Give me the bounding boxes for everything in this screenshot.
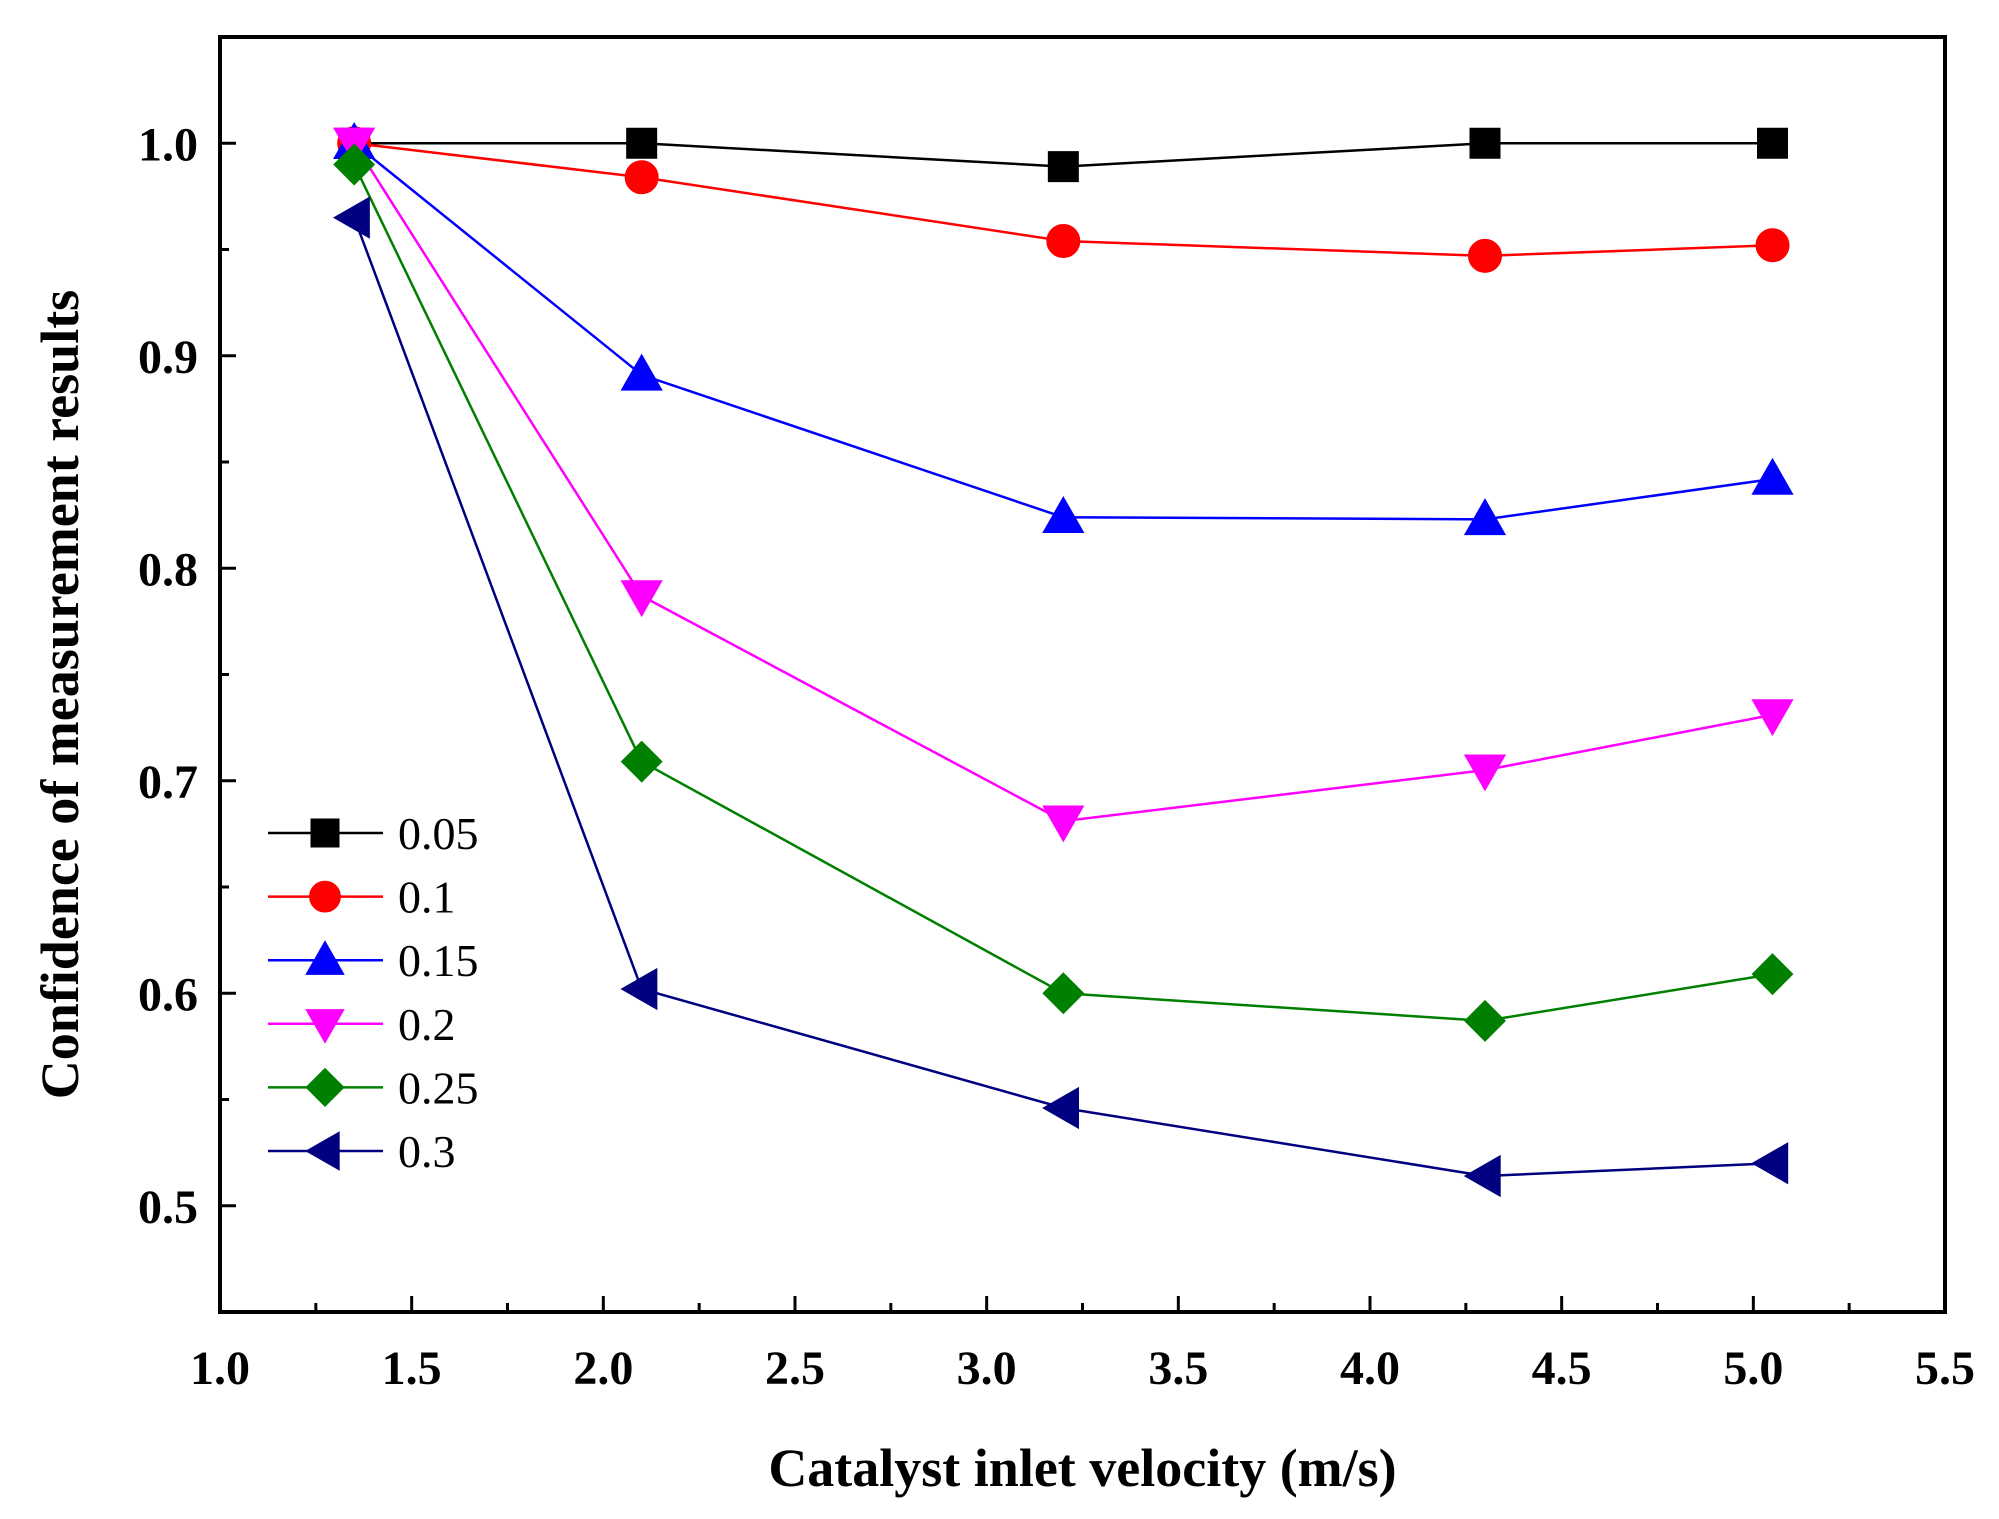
data-point-triangle-down	[1463, 754, 1507, 792]
series-line	[353, 163, 1773, 1023]
legend-item: 0.3	[268, 1126, 456, 1177]
series-0.25	[333, 143, 1794, 1042]
data-point-triangle-up	[620, 353, 663, 391]
plot-frame	[218, 35, 1947, 1314]
y-tick-label: 0.9	[138, 331, 198, 384]
x-axis-title: Catalyst inlet velocity (m/s)	[768, 1438, 1396, 1498]
data-point-circle	[1468, 238, 1502, 273]
data-point-triangle-left	[332, 196, 370, 239]
data-point-square	[626, 127, 658, 159]
legend-item: 0.05	[268, 808, 479, 859]
x-tick-label: 1.5	[382, 1342, 442, 1395]
series-line	[353, 142, 1773, 521]
data-point-square	[1469, 127, 1501, 159]
x-tick-label: 3.0	[957, 1342, 1017, 1395]
legend-marker-triangle-up	[305, 940, 345, 975]
series-0.1	[337, 126, 1790, 273]
series-0.15	[333, 121, 1794, 536]
legend-marker-diamond	[305, 1067, 345, 1108]
y-tick-label: 0.6	[138, 968, 198, 1021]
x-tick-label: 2.5	[765, 1342, 825, 1395]
x-tick-label: 4.5	[1532, 1342, 1592, 1395]
data-point-diamond	[1751, 953, 1794, 996]
data-point-square	[1047, 151, 1079, 183]
legend-label: 0.1	[398, 872, 456, 923]
data-point-diamond	[1042, 972, 1085, 1015]
legend-item: 0.25	[268, 1062, 479, 1113]
data-point-square	[1757, 127, 1788, 159]
data-point-circle	[624, 160, 659, 195]
series-0.2	[333, 127, 1794, 843]
legend-item: 0.15	[268, 935, 479, 986]
y-tick-label: 0.7	[138, 756, 198, 809]
y-tick-label: 0.8	[138, 543, 198, 596]
x-tick-label: 5.5	[1915, 1342, 1975, 1395]
legend-item: 0.1	[268, 872, 456, 923]
data-point-circle	[1046, 224, 1081, 258]
legend-marker-circle	[309, 880, 341, 913]
legend-item: 0.2	[268, 999, 456, 1050]
x-tick-label: 3.5	[1148, 1342, 1208, 1395]
data-point-triangle-down	[1751, 699, 1794, 737]
x-tick-label: 2.0	[573, 1342, 633, 1395]
legend-marker-triangle-left	[305, 1131, 340, 1171]
series-0.3	[332, 196, 1789, 1198]
series-0.05	[338, 127, 1788, 183]
y-tick-label: 0.5	[138, 1181, 198, 1234]
data-point-triangle-up	[1042, 495, 1085, 533]
legend-label: 0.15	[398, 935, 479, 986]
legend-label: 0.3	[398, 1126, 456, 1177]
data-point-diamond	[333, 143, 376, 186]
series-line	[352, 217, 1773, 1178]
legend-marker-triangle-down	[305, 1009, 345, 1044]
legend-label: 0.05	[398, 808, 479, 859]
data-point-circle	[1755, 228, 1790, 263]
legend-label: 0.2	[398, 999, 456, 1050]
x-tick-label: 1.0	[190, 1342, 250, 1395]
data-point-triangle-left	[1751, 1142, 1789, 1185]
legend: 0.05 0.1 0.15 0.2 0.25 0.3	[268, 808, 479, 1177]
y-axis-title: Confidence of measurement results	[30, 290, 90, 1099]
x-tick-label: 5.0	[1723, 1342, 1783, 1395]
data-point-triangle-left	[620, 967, 658, 1011]
data-point-triangle-down	[620, 580, 663, 618]
legend-marker-square	[310, 818, 340, 848]
data-point-triangle-left	[1463, 1154, 1501, 1198]
data-point-diamond	[1464, 999, 1506, 1042]
data-point-diamond	[620, 740, 663, 783]
series-layer	[332, 121, 1794, 1198]
x-tick-label: 4.0	[1340, 1342, 1400, 1395]
x-axis: 1.0 1.5 2.0 2.5 3.0 3.5 4.0 4.5 5.0 5.5	[190, 1296, 1975, 1395]
data-point-triangle-down	[1042, 805, 1085, 843]
data-point-triangle-left	[1042, 1086, 1080, 1130]
y-axis: 0.5 0.6 0.7 0.8 0.9 1.0	[138, 118, 236, 1234]
data-point-triangle-up	[1463, 498, 1507, 536]
data-point-triangle-up	[1751, 457, 1794, 495]
y-tick-label: 1.0	[138, 118, 198, 171]
legend-label: 0.25	[398, 1062, 479, 1113]
